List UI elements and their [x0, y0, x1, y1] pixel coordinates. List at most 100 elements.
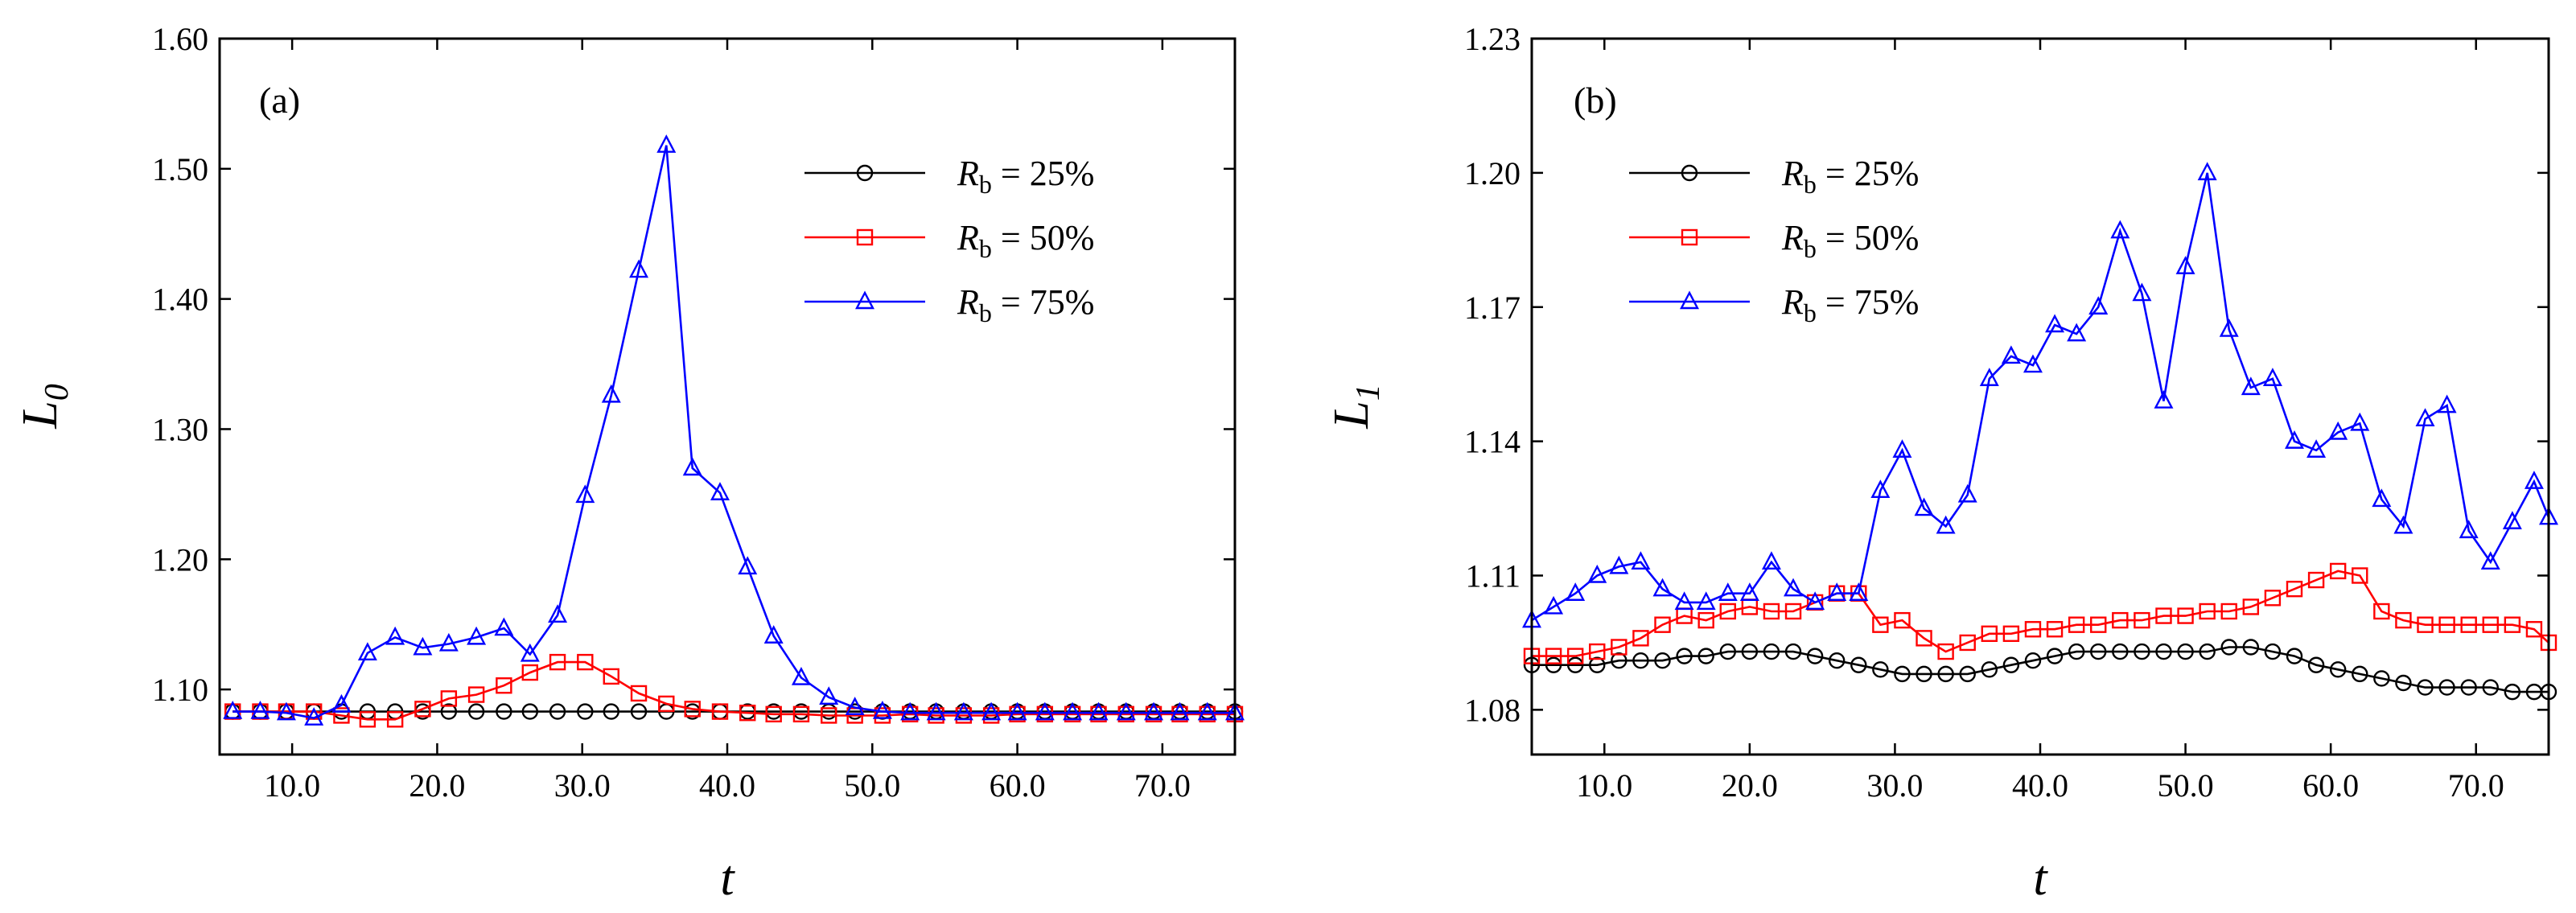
panel-a-point-triangle — [953, 701, 973, 721]
panel-a-point-square — [440, 690, 458, 707]
panel-a-point-triangle — [385, 626, 405, 645]
panel-b-point-circle — [2460, 679, 2477, 696]
panel-b-point-triangle — [2088, 296, 2109, 315]
panel-b-point-triangle — [1849, 582, 1869, 601]
panel-b-point-triangle — [1805, 591, 1825, 611]
panel-b-point-square — [1566, 648, 1584, 664]
panel-a-x-tick-label: 50.0 — [844, 767, 900, 804]
panel-b-point-circle — [2286, 648, 2303, 664]
panel-b-point-square — [2090, 616, 2107, 633]
panel-a-point-triangle — [304, 707, 324, 726]
panel-b-point-circle — [1872, 661, 1889, 678]
panel-a-point-circle — [521, 703, 539, 720]
panel-b-legend-label-sub: b — [1804, 170, 1817, 199]
panel-b-point-circle — [2220, 639, 2237, 656]
panel-a: 10.0 20.0 30.0 40.0 50.0 60.0 70.0 1.10 1.20 1.30… — [13, 21, 1245, 906]
panel-b-point-triangle — [2045, 314, 2065, 333]
panel-a-y-tick-label: 1.20 — [152, 541, 208, 578]
panel-a-marks — [223, 134, 1245, 728]
panel-a-point-triangle — [548, 604, 568, 623]
panel-a-legend-item: Rb = 25% — [804, 154, 1094, 199]
panel-a-legend: Rb = 25%Rb = 50%Rb = 75% — [804, 154, 1094, 327]
panel-b-point-square — [2286, 580, 2303, 598]
panel-b-point-circle — [2242, 639, 2260, 656]
panel-a-y-tick-label: 1.30 — [152, 411, 208, 447]
panel-b-point-square — [2482, 616, 2499, 633]
panel-a-point-triangle — [413, 636, 433, 656]
panel-b-point-square — [1894, 611, 1911, 629]
panel-b-y-tick-label: 1.14 — [1464, 424, 1520, 460]
panel-b-point-square — [2134, 611, 2150, 629]
panel-b-legend-label: Rb = 25% — [1781, 154, 1919, 199]
panel-a-y-tick-label: 1.50 — [152, 151, 208, 187]
panel-b-point-square — [2373, 602, 2390, 620]
panel-b-point-circle — [2373, 670, 2390, 687]
panel-b-point-circle — [2002, 656, 2020, 673]
panel-b-legend-label-rest: = 50% — [1817, 218, 1919, 257]
panel-a-x-tick-label: 30.0 — [554, 767, 611, 804]
panel-b-legend-item: Rb = 25% — [1629, 154, 1919, 199]
panel-a-point-triangle — [357, 642, 377, 660]
panel-a-y-tick-label: 1.40 — [152, 282, 208, 318]
panel-a-point-square — [1145, 705, 1162, 723]
panel-b-point-square — [2112, 611, 2129, 629]
panel-a-point-circle — [496, 703, 512, 720]
panel-b-point-triangle — [2502, 511, 2522, 529]
panel-b-point-circle — [1719, 643, 1736, 660]
panel-b-point-triangle — [1827, 582, 1847, 601]
panel-a-point-square — [1171, 705, 1188, 723]
panel-b-point-square — [2046, 621, 2064, 638]
panel-b-point-circle — [1828, 652, 1846, 669]
panel-b-legend-label: Rb = 50% — [1781, 218, 1919, 263]
panel-a-point-triangle — [331, 693, 352, 713]
panel-b-point-triangle — [1761, 551, 1781, 570]
panel-a-legend-label-sub: b — [979, 298, 992, 327]
panel-b-point-triangle — [1609, 555, 1629, 574]
panel-b-point-triangle — [2393, 515, 2413, 534]
panel-b-point-square — [1611, 639, 1627, 656]
panel-b-point-triangle — [2241, 376, 2261, 396]
panel-a-point-circle — [549, 703, 566, 720]
panel-b-point-triangle — [2437, 394, 2457, 413]
panel-b-point-circle — [2504, 683, 2521, 701]
panel-a-legend-label: Rb = 50% — [957, 218, 1094, 263]
panel-a-label: (a) — [259, 80, 300, 121]
panel-b-point-square — [2242, 598, 2260, 615]
panel-b-point-square — [2352, 567, 2368, 584]
panel-a-point-square — [821, 707, 837, 724]
panel-a-x-axis-label: t — [720, 851, 735, 906]
panel-b-label: (b) — [1574, 80, 1617, 121]
panel-b-point-circle — [2155, 643, 2172, 660]
panel-b-point-circle — [1741, 643, 1759, 660]
panel-b-x-tick-label: 60.0 — [2302, 767, 2359, 804]
panel-a-point-square — [467, 686, 485, 703]
panel-a-point-triangle — [575, 484, 595, 504]
panel-b-point-triangle — [2001, 345, 2021, 364]
panel-b-point-triangle — [1696, 591, 1716, 611]
panel-b-legend-item: Rb = 75% — [1629, 282, 1919, 327]
panel-b-point-circle — [1850, 656, 1867, 673]
panel-a-point-triangle — [438, 632, 459, 652]
panel-a-point-square — [928, 707, 944, 724]
panel-b-legend-label-sub: b — [1804, 234, 1817, 263]
panel-b-point-triangle — [2306, 439, 2327, 458]
panel-b-point-triangle — [1544, 595, 1564, 615]
panel-b-point-triangle — [1892, 439, 1912, 458]
panel-b-point-circle — [1566, 656, 1584, 673]
panel-b-point-circle — [2046, 648, 2064, 664]
panel-a-point-square — [1117, 705, 1134, 723]
panel-b-point-triangle — [2524, 471, 2544, 489]
panel-a-point-triangle — [494, 617, 514, 636]
panel-a-point-triangle — [276, 701, 296, 721]
panel-b-point-circle — [1981, 661, 1998, 678]
panel-a-point-square — [630, 685, 648, 702]
panel-a-legend-item: Rb = 50% — [804, 218, 1094, 263]
panel-a-point-triangle — [872, 701, 892, 719]
panel-a-point-square — [658, 695, 675, 713]
panel-b-y-tick-label: 1.17 — [1464, 290, 1520, 326]
panel-a-point-triangle — [223, 701, 243, 719]
panel-a-point-square — [955, 707, 973, 724]
panel-b-point-triangle — [2350, 412, 2370, 431]
panel-a-point-square — [549, 653, 566, 671]
